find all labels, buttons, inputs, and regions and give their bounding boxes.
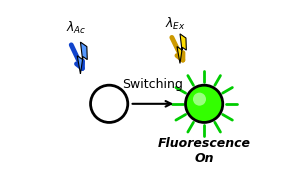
Circle shape xyxy=(193,93,206,106)
Polygon shape xyxy=(177,34,186,64)
Text: Switching: Switching xyxy=(123,78,183,91)
Polygon shape xyxy=(77,42,87,74)
Text: $\lambda_{Ac}$: $\lambda_{Ac}$ xyxy=(66,20,87,36)
Circle shape xyxy=(185,85,223,122)
Text: $\lambda_{Ex}$: $\lambda_{Ex}$ xyxy=(165,16,186,32)
Circle shape xyxy=(91,85,128,122)
Text: Fluorescence
On: Fluorescence On xyxy=(158,137,250,165)
